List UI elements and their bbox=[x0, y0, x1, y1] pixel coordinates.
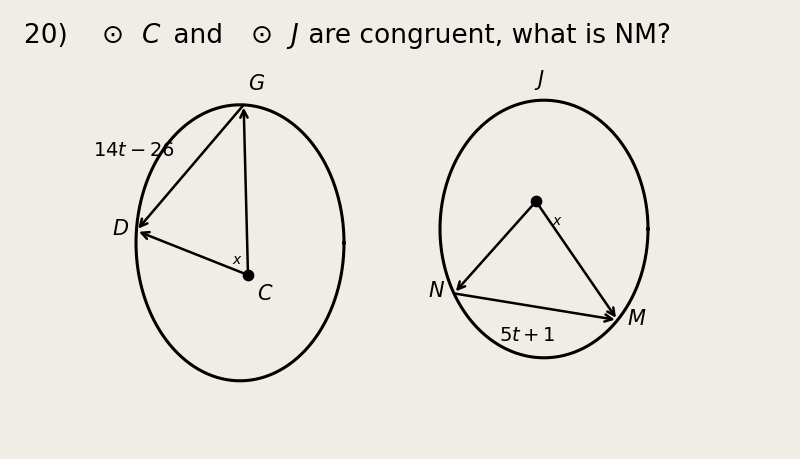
Text: C: C bbox=[258, 284, 272, 303]
Text: ⊙: ⊙ bbox=[102, 23, 133, 49]
Text: ⊙: ⊙ bbox=[250, 23, 282, 49]
Text: x: x bbox=[232, 252, 240, 266]
Text: 20): 20) bbox=[24, 23, 85, 49]
Text: M: M bbox=[627, 308, 645, 328]
Text: J: J bbox=[537, 70, 543, 90]
Text: D: D bbox=[112, 219, 128, 239]
Point bbox=[530, 198, 542, 206]
Text: and: and bbox=[165, 23, 231, 49]
Text: J: J bbox=[290, 23, 298, 49]
Text: G: G bbox=[248, 74, 264, 94]
Text: are congruent, what is NM?: are congruent, what is NM? bbox=[300, 23, 671, 49]
Text: x: x bbox=[552, 213, 560, 227]
Text: $14t-26$: $14t-26$ bbox=[93, 140, 175, 160]
Text: C: C bbox=[142, 23, 160, 49]
Text: $5t+1$: $5t+1$ bbox=[499, 325, 556, 344]
Text: N: N bbox=[429, 280, 444, 300]
Point bbox=[242, 272, 254, 279]
